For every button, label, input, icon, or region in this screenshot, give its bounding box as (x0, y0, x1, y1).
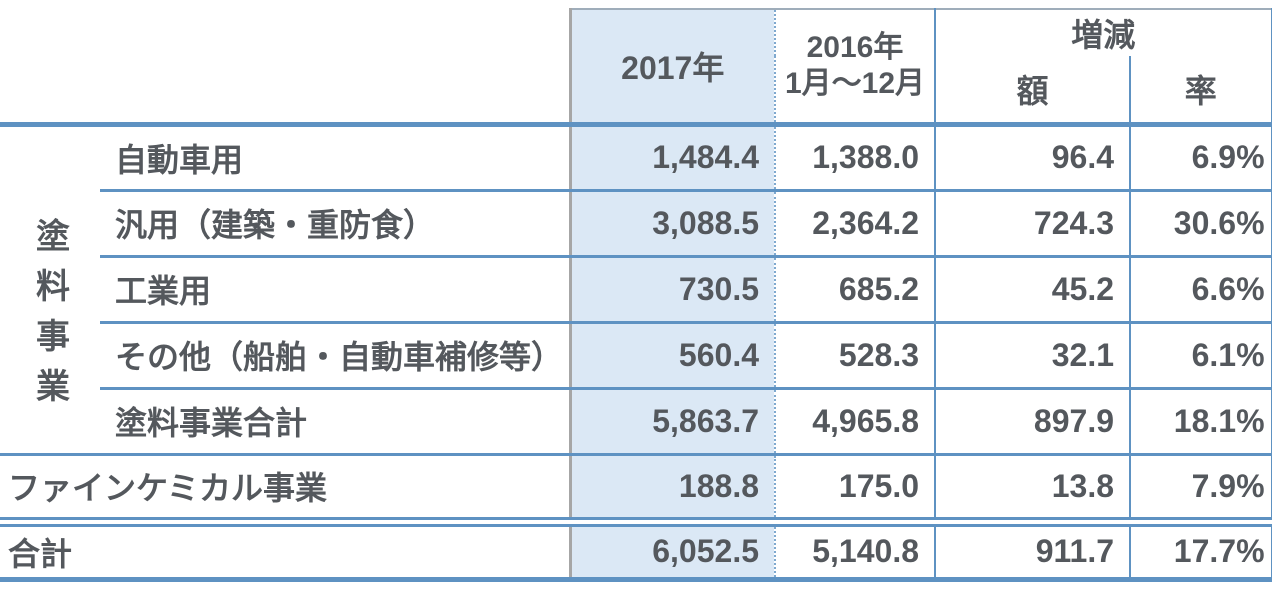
value-change-amount: 897.9 (935, 388, 1131, 456)
value-2016: 528.3 (775, 322, 936, 390)
value-change-amount: 96.4 (935, 124, 1131, 192)
value-change-rate: 30.6% (1130, 190, 1272, 258)
header-cell-2017: 2017年 (568, 8, 776, 127)
table-row-fine-chemical: ファインケミカル事業 188.8 175.0 13.8 7.9% (0, 454, 1272, 527)
value-change-rate: 6.9% (1130, 124, 1272, 192)
header-cell-change-group: 増減 (935, 8, 1272, 56)
value-2016: 1,388.0 (775, 124, 936, 192)
value-change-rate: 17.7% (1130, 522, 1272, 582)
value-change-rate: 6.1% (1130, 322, 1272, 390)
header-cell-change-amount: 額 (935, 56, 1131, 127)
group-label-paint-business: 塗料事業 (0, 124, 100, 456)
header-row-sub: 額 率 (0, 56, 1272, 127)
table-row-other: その他（船舶・自動車補修等） 560.4 528.3 32.1 6.1% (0, 322, 1272, 390)
value-2017: 6,052.5 (568, 522, 776, 582)
row-label: 汎用（建築・重防食） (100, 190, 570, 258)
value-2017: 730.5 (568, 256, 776, 324)
value-change-amount: 45.2 (935, 256, 1131, 324)
value-change-amount: 13.8 (935, 454, 1131, 527)
value-2017: 1,484.4 (568, 124, 776, 192)
value-2016: 175.0 (775, 454, 936, 527)
value-2016: 2,364.2 (775, 190, 936, 258)
header-empty-corner (0, 9, 570, 127)
value-change-amount: 911.7 (935, 522, 1131, 582)
row-label: 自動車用 (100, 124, 570, 192)
value-2017: 188.8 (568, 454, 776, 527)
header-cell-2016: 2016年 1月～12月 (775, 8, 936, 127)
table-row-industrial: 工業用 730.5 685.2 45.2 6.6% (0, 256, 1272, 324)
row-label: ファインケミカル事業 (0, 454, 570, 527)
value-change-amount: 724.3 (935, 190, 1131, 258)
value-2016: 4,965.8 (775, 388, 936, 456)
value-2017: 3,088.5 (568, 190, 776, 258)
table-row-grand-total: 合計 6,052.5 5,140.8 911.7 17.7% (0, 522, 1272, 582)
header-cell-change-rate: 率 (1130, 56, 1272, 127)
value-2017: 560.4 (568, 322, 776, 390)
header-row-top: 2017年 2016年 1月～12月 増減 (0, 8, 1272, 127)
value-2016: 5,140.8 (775, 522, 936, 582)
value-change-amount: 32.1 (935, 322, 1131, 390)
row-label: 工業用 (100, 256, 570, 324)
value-change-rate: 6.6% (1130, 256, 1272, 324)
value-2016: 685.2 (775, 256, 936, 324)
table-row-paint-subtotal: 塗料事業合計 5,863.7 4,965.8 897.9 18.1% (0, 388, 1272, 456)
header-2016-line1: 2016年 (806, 31, 904, 65)
row-label: 塗料事業合計 (100, 388, 570, 456)
value-change-rate: 18.1% (1130, 388, 1272, 456)
header-2016-line2: 1月～12月 (784, 66, 926, 100)
sales-comparison-table: 2017年 2016年 1月～12月 増減 額 率 塗料事業 自動車用 1,48… (0, 8, 1272, 582)
table-row-automotive: 塗料事業 自動車用 1,484.4 1,388.0 96.4 6.9% (0, 124, 1272, 456)
value-change-rate: 7.9% (1130, 454, 1272, 527)
group-label-text: 塗料事業 (30, 217, 69, 418)
table-row-general-use: 汎用（建築・重防食） 3,088.5 2,364.2 724.3 30.6% (0, 190, 1272, 258)
row-label: その他（船舶・自動車補修等） (100, 322, 570, 390)
row-label: 合計 (0, 522, 570, 582)
value-2017: 5,863.7 (568, 388, 776, 456)
